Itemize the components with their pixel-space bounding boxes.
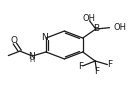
Text: OH: OH [114, 23, 127, 32]
Text: F: F [107, 60, 112, 69]
Text: O: O [10, 36, 17, 45]
Text: N: N [28, 52, 35, 61]
Text: N: N [41, 33, 48, 42]
Text: H: H [29, 57, 34, 63]
Text: F: F [78, 62, 83, 71]
Text: OH: OH [82, 14, 95, 23]
Text: F: F [94, 68, 99, 76]
Text: B: B [93, 24, 99, 33]
